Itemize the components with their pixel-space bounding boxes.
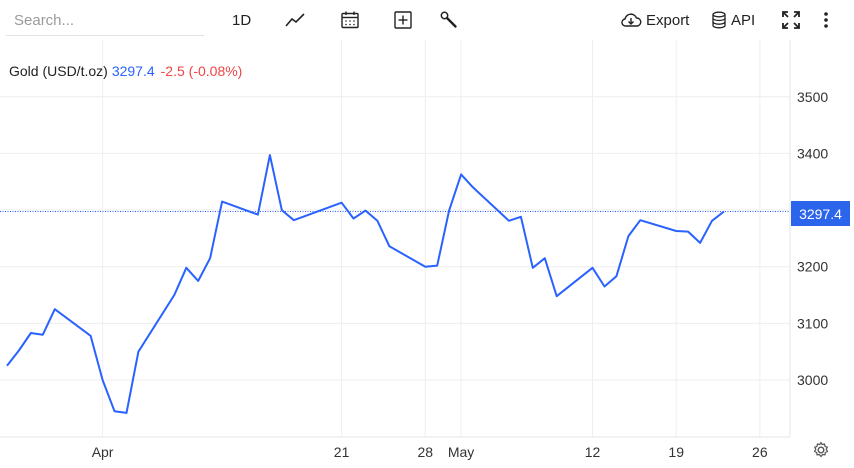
x-tick-label: 19 bbox=[668, 444, 684, 460]
gold-price-series bbox=[6, 154, 725, 414]
date-range-button[interactable] bbox=[340, 6, 360, 34]
wrench-icon bbox=[439, 10, 459, 30]
y-tick-label: 3200 bbox=[797, 259, 828, 275]
fullscreen-icon bbox=[781, 10, 801, 30]
y-tick-label: 3100 bbox=[797, 315, 828, 331]
search-input[interactable] bbox=[6, 6, 204, 36]
interval-button[interactable]: 1D bbox=[232, 6, 251, 34]
add-indicator-button[interactable] bbox=[393, 6, 413, 34]
chart-canvas: 300031003200330034003500 Apr2128May12192… bbox=[0, 40, 828, 460]
api-label: API bbox=[731, 11, 756, 29]
legend-symbol: Gold (USD/t.oz) bbox=[9, 63, 108, 79]
interval-label: 1D bbox=[232, 11, 252, 29]
price-axis: 300031003200330034003500 bbox=[797, 89, 828, 388]
fullscreen-button[interactable] bbox=[781, 6, 801, 34]
database-icon bbox=[711, 11, 727, 29]
line-chart-icon bbox=[284, 11, 306, 29]
x-tick-label: 26 bbox=[752, 444, 768, 460]
chart-legend: Gold (USD/t.oz) 3297.4 -2.5 (-0.08%) bbox=[9, 63, 242, 79]
export-label: Export bbox=[646, 11, 690, 29]
x-tick-label: 12 bbox=[585, 444, 601, 460]
calendar-icon bbox=[340, 10, 360, 30]
toolbar: 1D bbox=[0, 0, 854, 40]
export-button[interactable]: Export bbox=[620, 6, 689, 34]
y-tick-label: 3400 bbox=[797, 145, 828, 161]
chart-type-button[interactable] bbox=[284, 6, 306, 34]
cloud-download-icon bbox=[620, 11, 642, 29]
plus-box-icon bbox=[393, 10, 413, 30]
x-tick-label: 21 bbox=[334, 444, 350, 460]
legend-price: 3297.4 bbox=[111, 63, 155, 79]
grid-lines bbox=[0, 40, 790, 437]
gear-icon bbox=[812, 441, 830, 463]
price-chart[interactable]: 300031003200330034003500 Apr2128May12192… bbox=[0, 40, 854, 463]
x-tick-label: Apr bbox=[92, 444, 114, 460]
last-price-label: 3297.4 bbox=[791, 201, 850, 226]
legend-change: -2.5 (-0.08%) bbox=[160, 63, 243, 79]
api-button[interactable]: API bbox=[711, 6, 755, 34]
y-tick-label: 3500 bbox=[797, 89, 828, 105]
x-tick-label: May bbox=[448, 444, 474, 460]
settings-tools-button[interactable] bbox=[439, 6, 459, 34]
x-tick-label: 28 bbox=[417, 444, 433, 460]
time-axis: Apr 21 28 May 12 19 26 bbox=[92, 444, 768, 460]
more-options-button[interactable] bbox=[822, 6, 830, 34]
y-tick-label: 3000 bbox=[797, 372, 828, 388]
more-vertical-icon bbox=[822, 10, 830, 30]
chart-settings-button[interactable] bbox=[812, 441, 830, 464]
